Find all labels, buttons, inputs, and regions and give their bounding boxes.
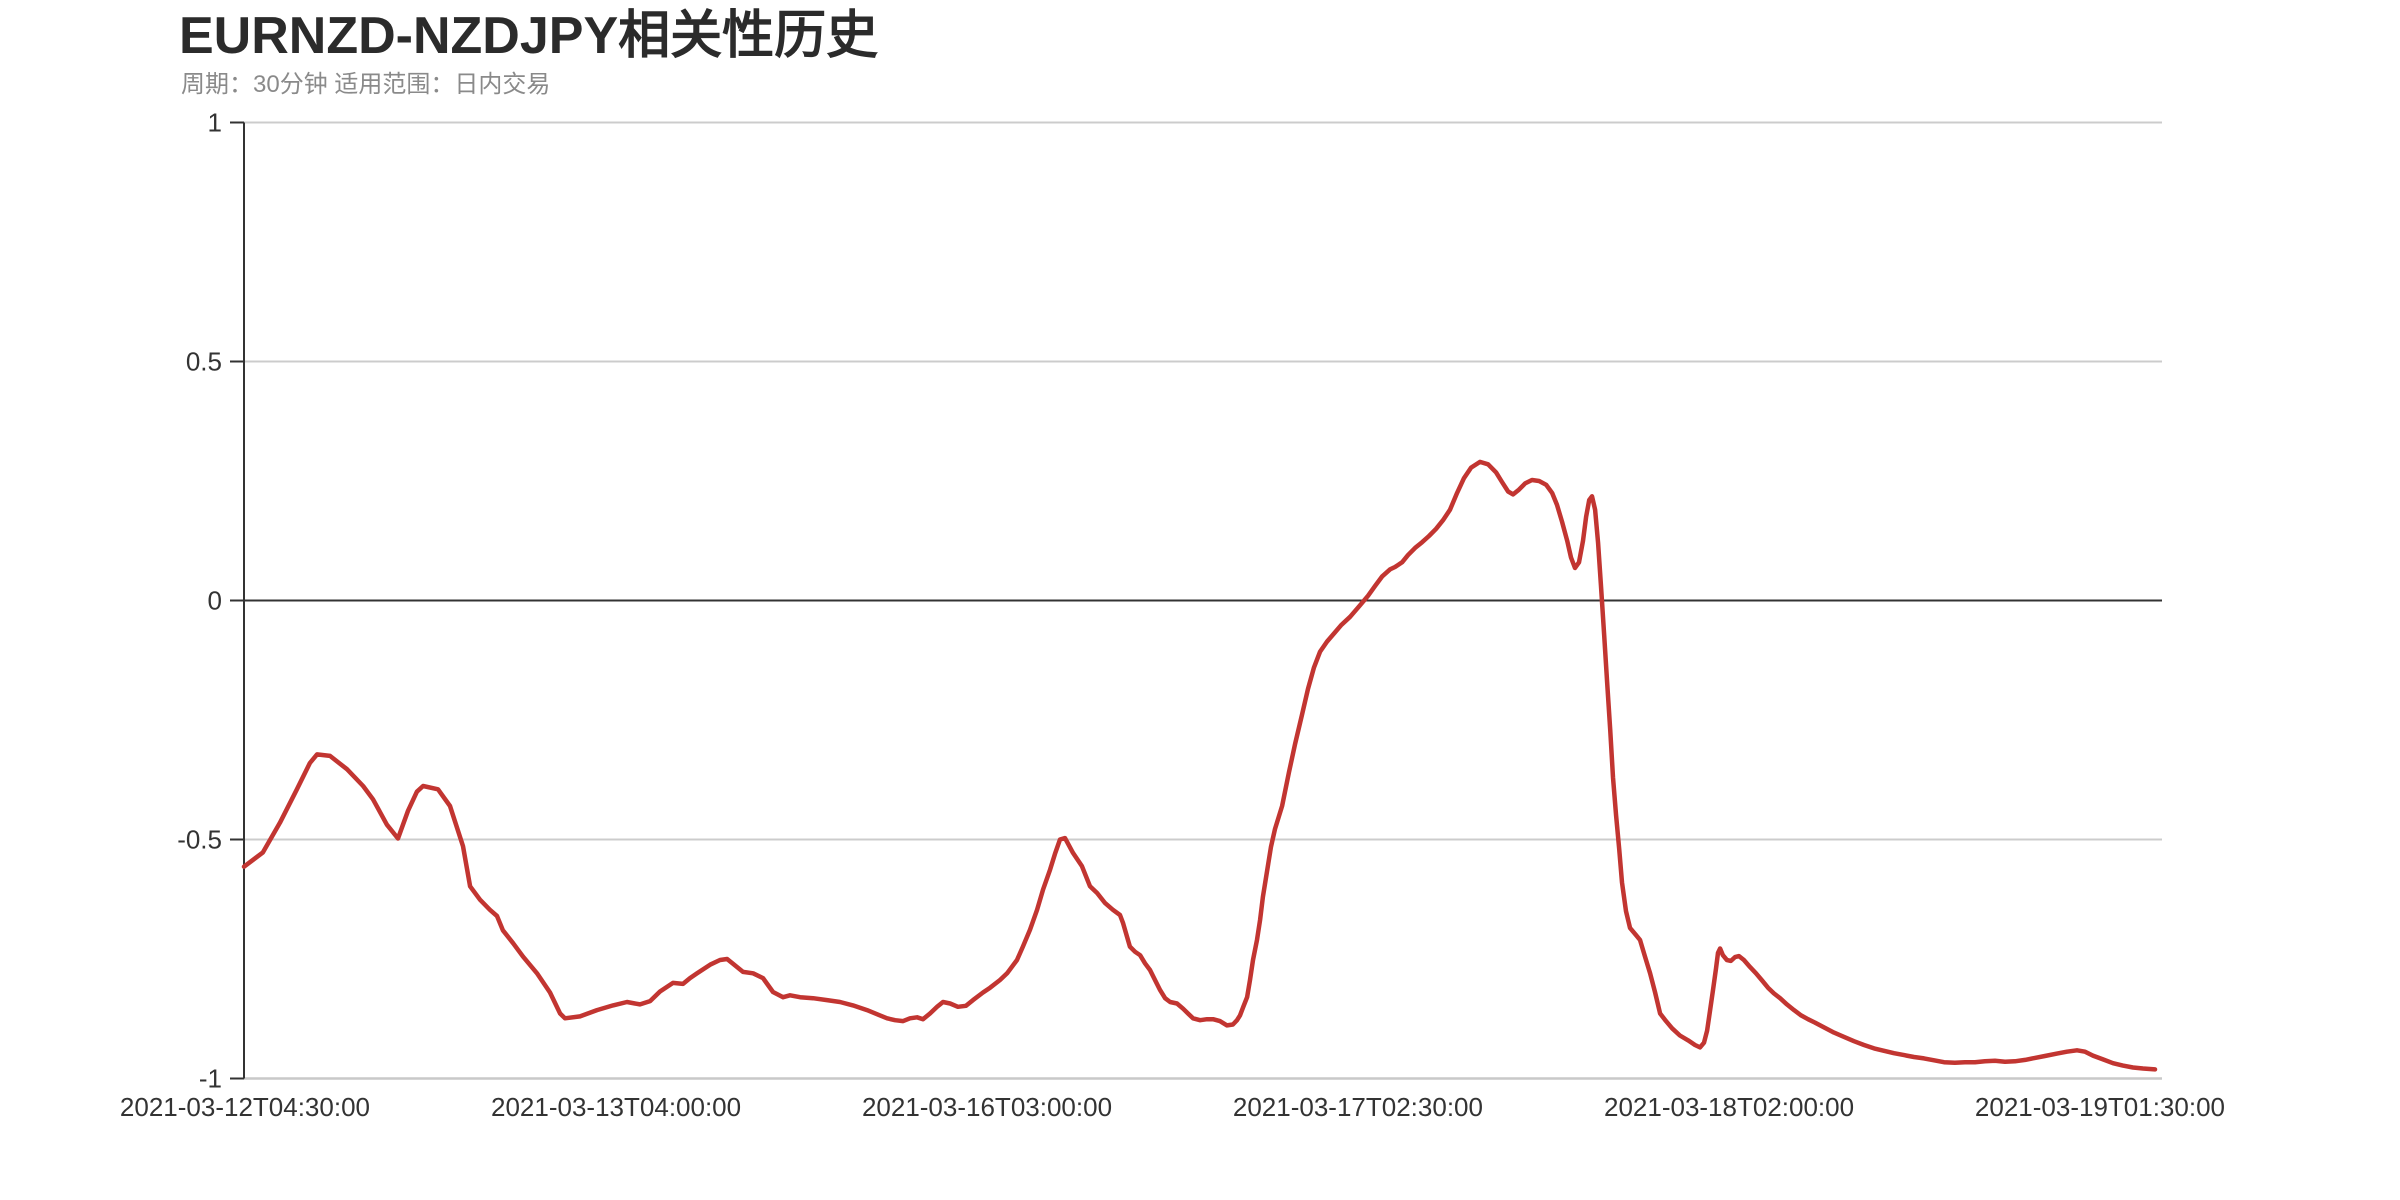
x-tick-label: 2021-03-19T01:30:00: [1975, 1092, 2225, 1122]
chart-subtitle: 周期：30分钟 适用范围：日内交易: [181, 71, 551, 98]
x-tick-label: 2021-03-18T02:00:00: [1604, 1092, 1854, 1122]
y-tick-label: -0.5: [177, 825, 222, 855]
y-tick-label: 0: [208, 586, 222, 616]
x-tick-label: 2021-03-13T04:00:00: [491, 1092, 741, 1122]
x-tick-label: 2021-03-12T04:30:00: [120, 1092, 370, 1122]
y-tick-label: 0.5: [186, 347, 222, 377]
y-tick-label: 1: [208, 108, 222, 138]
correlation-line: [241, 459, 2158, 1072]
y-tick-label: -1: [199, 1064, 222, 1094]
x-tick-label: 2021-03-17T02:30:00: [1233, 1092, 1483, 1122]
x-tick-label: 2021-03-16T03:00:00: [862, 1092, 1112, 1122]
chart-title: EURNZD-NZDJPY相关性历史: [179, 7, 879, 65]
